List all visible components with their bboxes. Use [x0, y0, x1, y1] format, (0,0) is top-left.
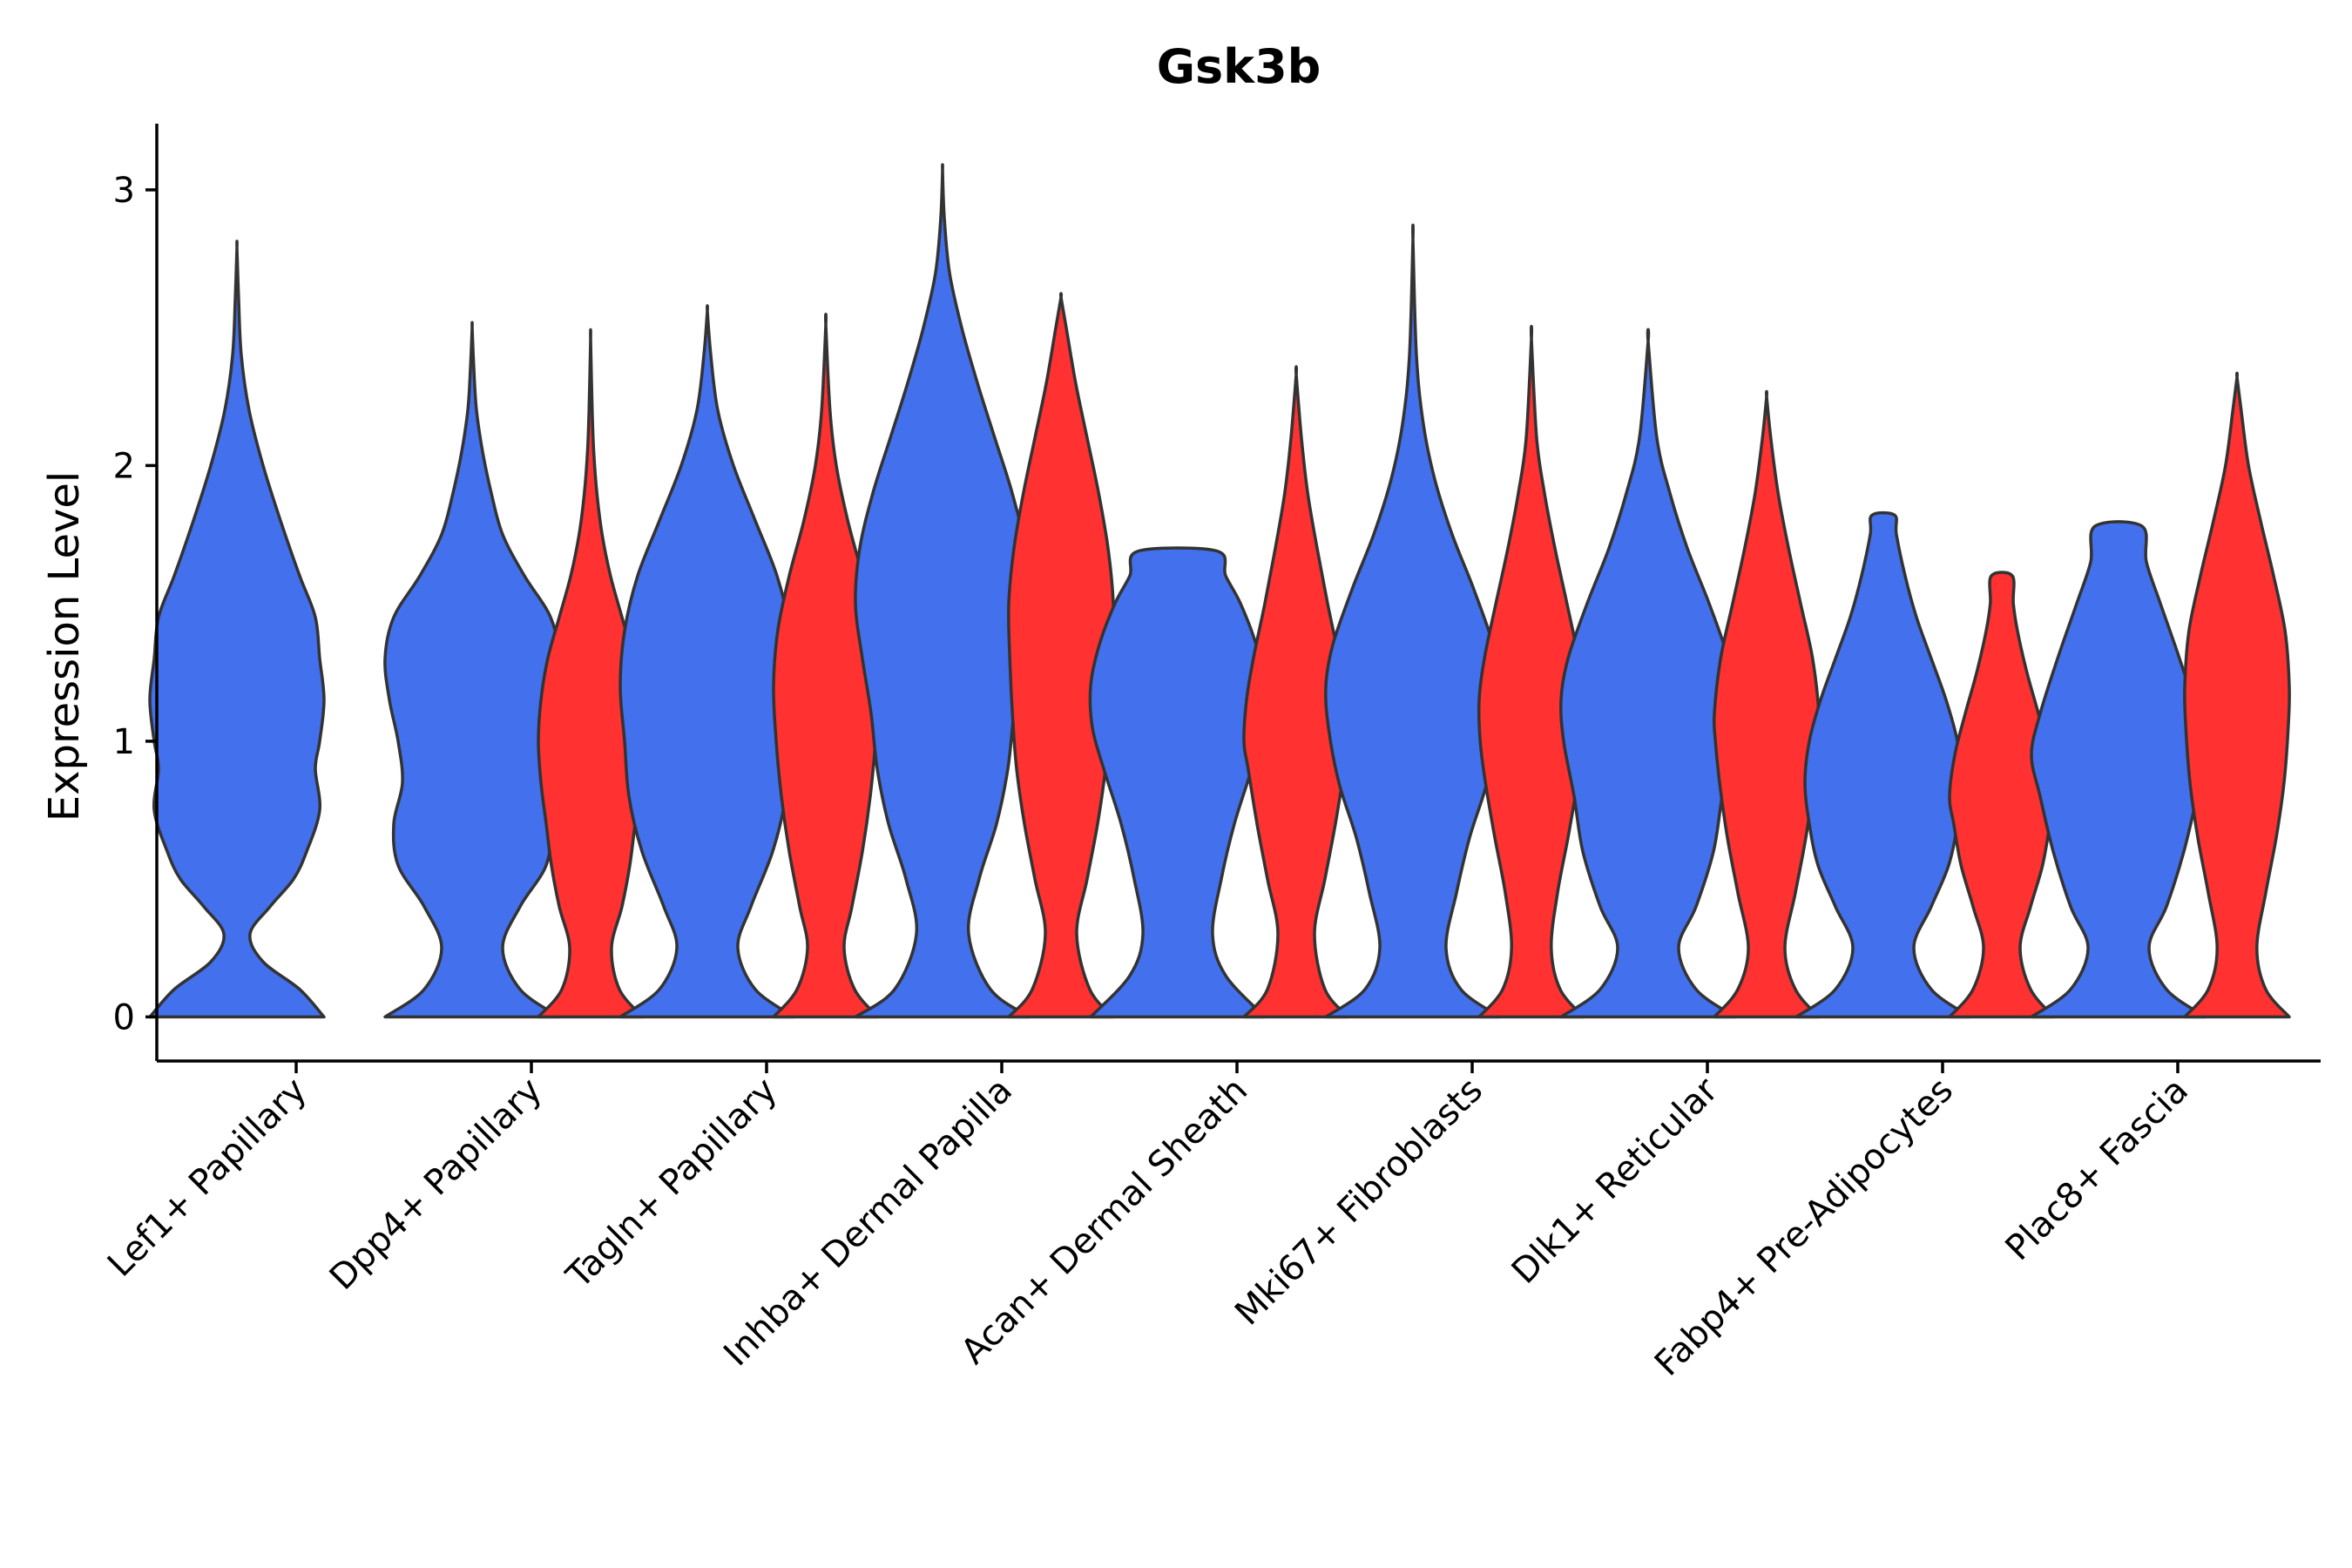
x-category-label: Lef1+ Papillary [100, 1071, 314, 1285]
y-axis-ticks: 0 1 2 3 [113, 171, 157, 1037]
violin-group-1 [618, 304, 796, 1019]
violin-group-1 [854, 163, 1031, 1019]
chart-title: Gsk3b [1157, 39, 1321, 94]
violin-group-2 [2183, 371, 2291, 1019]
y-axis-title: Expression Level [40, 471, 89, 822]
violin-group-1 [383, 321, 561, 1019]
violin-layer [148, 163, 2291, 1019]
violin-group-2 [772, 313, 880, 1019]
violin-group-1 [1794, 510, 1972, 1019]
violin-group-2 [1242, 365, 1350, 1019]
x-axis-ticks: Lef1+ Papillary Dpp4+ Papillary Tagln+ Pap… [100, 1061, 2196, 1384]
violin-group-1 [1559, 328, 1737, 1019]
violin-group-1 [2030, 520, 2207, 1019]
violin-group-1 [148, 240, 326, 1019]
x-category-label: Mki67+ Fibroblasts [1227, 1071, 1490, 1334]
violin-group-2 [1712, 389, 1821, 1019]
x-category-label: Tagln+ Papillary [558, 1071, 785, 1297]
x-category-label: Dlk1+ Reticular [1504, 1070, 1727, 1292]
violin-group-2 [1007, 292, 1115, 1019]
y-tick-label: 0 [113, 997, 135, 1037]
y-tick-label: 3 [113, 171, 135, 211]
violin-group-1 [1088, 546, 1267, 1019]
violin-group-1 [1324, 223, 1502, 1019]
x-category-label: Plac8+ Fascia [1998, 1071, 2197, 1269]
y-tick-label: 1 [113, 722, 135, 762]
y-tick-label: 2 [113, 446, 135, 486]
x-category-label: Dpp4+ Papillary [322, 1071, 550, 1298]
violin-group-2 [1948, 571, 2056, 1019]
